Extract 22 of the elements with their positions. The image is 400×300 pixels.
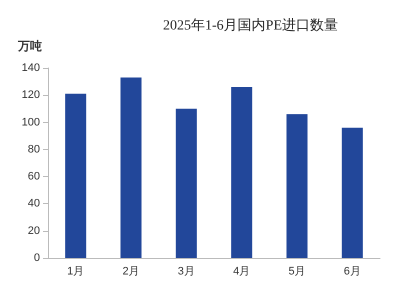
- y-tick-label: 120: [22, 89, 40, 102]
- bar: [65, 94, 86, 258]
- bar: [231, 87, 252, 258]
- x-tick-label: 4月: [233, 266, 250, 278]
- bar: [286, 114, 308, 258]
- chart-title: 2025年1-6月国内PE进口数量: [163, 18, 338, 34]
- y-tick-label: 60: [28, 170, 40, 183]
- y-tick-label: 100: [22, 116, 40, 128]
- y-tick-label: 140: [22, 62, 40, 74]
- bar: [176, 108, 197, 258]
- bar: [120, 78, 142, 258]
- x-tick-label: 5月: [288, 266, 306, 278]
- x-tick-label: 2月: [122, 266, 140, 278]
- x-tick-label: 3月: [178, 266, 195, 278]
- y-tick-label: 20: [28, 224, 40, 237]
- x-tick-label: 1月: [67, 266, 84, 278]
- y-tick-label: 0: [34, 252, 40, 264]
- y-axis-title: 万吨: [17, 39, 42, 53]
- bar: [342, 128, 363, 258]
- y-tick-label: 80: [28, 143, 40, 156]
- x-tick-label: 6月: [344, 266, 361, 278]
- y-tick-label: 40: [28, 198, 40, 210]
